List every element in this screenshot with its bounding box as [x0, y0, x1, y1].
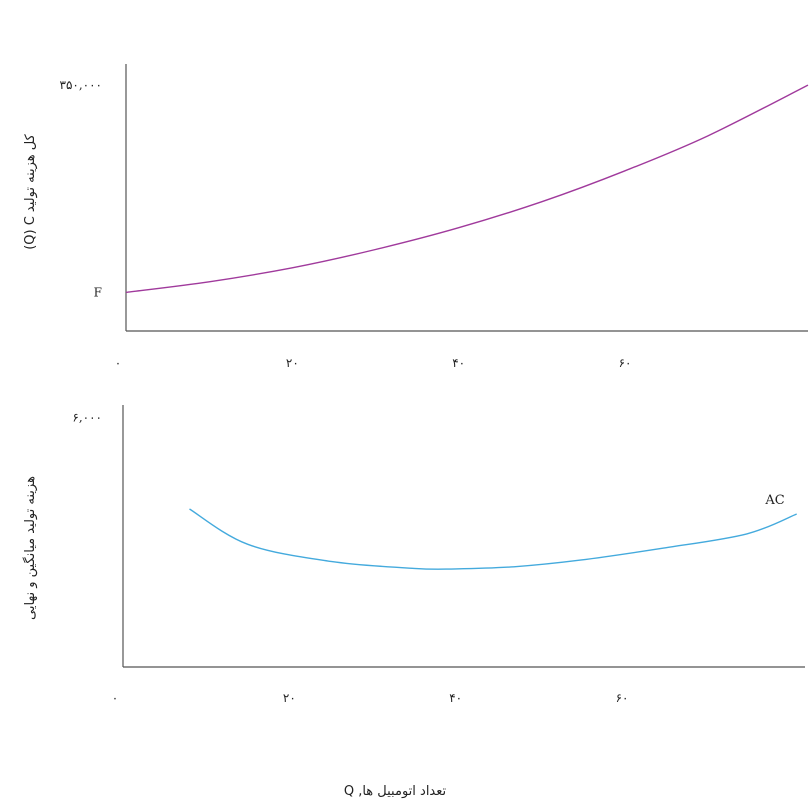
top-x-tick-label: ۶۰ [619, 356, 632, 370]
top-series-line [125, 84, 809, 294]
x-axis-label: Q ,تعداد اتومبیل ها [344, 784, 447, 799]
bottom-series-label: AC [764, 493, 784, 508]
average-cost-panel: ۰ ۲۰ ۴۰ ۶۰ ۶,۰۰۰ AC هزینه تولید میانگین و ن… [22, 405, 805, 705]
series-group-bottom: AC [189, 493, 797, 570]
series-group-top [125, 84, 809, 294]
y-tick-labels-bottom: ۶,۰۰۰ [72, 410, 102, 424]
x-tick-labels-bottom: ۰ ۲۰ ۴۰ ۶۰ [112, 691, 629, 705]
top-x-tick-label: ۴۰ [452, 356, 465, 370]
bottom-x-tick-label: ۴۰ [449, 691, 462, 705]
y-axis-label-bottom: هزینه تولید میانگین و نهایی [22, 476, 38, 620]
y-tick-labels-top: ۳۵۰,۰۰۰ F [60, 78, 103, 299]
bottom-y-tick-label: ۶,۰۰۰ [72, 410, 102, 424]
top-y-tick-label: F [94, 285, 102, 299]
bottom-x-tick-label: ۲۰ [283, 691, 296, 705]
bottom-series-line [189, 508, 797, 570]
bottom-x-tick-label: ۰ [112, 691, 118, 705]
top-y-tick-label: ۳۵۰,۰۰۰ [60, 78, 103, 92]
top-x-tick-label: ۲۰ [286, 356, 299, 370]
y-axis-label-top: (Q) C کل هزینه تولید [23, 133, 38, 249]
x-tick-labels-top: ۰ ۲۰ ۴۰ ۶۰ [115, 356, 632, 370]
total-cost-panel: ۰ ۲۰ ۴۰ ۶۰ ۳۵۰,۰۰۰ F (Q) C کل هزینه تولید [23, 64, 809, 370]
bottom-x-tick-label: ۶۰ [616, 691, 629, 705]
top-x-tick-label: ۰ [115, 356, 121, 370]
